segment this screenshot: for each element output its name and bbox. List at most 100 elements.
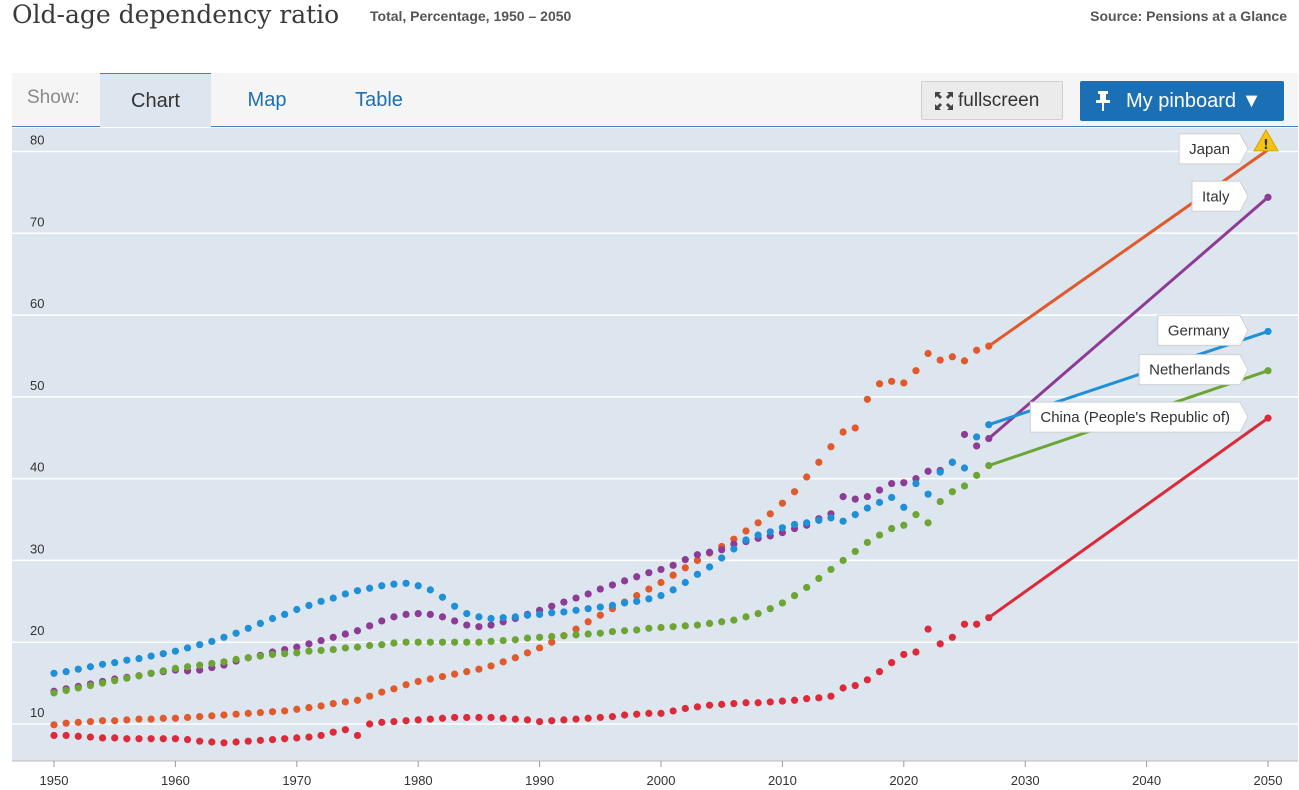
y-tick-label: 40 [30,460,44,475]
data-point [208,637,216,645]
data-point [487,621,495,629]
data-point [123,735,131,743]
series-japan [50,148,1269,729]
show-label: Show: [27,87,80,108]
data-point [815,574,823,583]
data-point [523,634,532,642]
tab-chart[interactable]: Chart [100,73,211,127]
data-point [548,609,556,617]
pinboard-button[interactable]: My pinboard ▼ [1080,81,1284,121]
data-point [754,531,762,539]
data-point [268,708,277,716]
pin-icon [1096,91,1110,111]
data-point [960,482,969,490]
data-point [196,713,204,721]
source-link[interactable]: Source: Pensions at a Glance [1090,8,1287,24]
x-tick-label: 1990 [525,773,554,788]
data-point [196,661,204,669]
data-point [718,554,726,562]
data-point [451,617,459,625]
data-point [815,516,823,524]
x-tick-label: 2040 [1132,773,1161,788]
data-point [718,546,726,554]
data-point [463,638,471,646]
data-point [560,598,568,606]
chart-area: 10 20 30 40 50 60 70 80 1950 1960 1970 1980 1990 2000… [12,128,1298,790]
data-point [378,641,386,649]
data-point [523,611,532,619]
data-point [220,739,228,747]
data-point [111,734,119,742]
fullscreen-button[interactable]: fullscreen [921,81,1063,120]
data-point [985,461,993,470]
data-point [232,738,240,746]
data-point [475,665,483,673]
data-point [111,659,119,667]
data-point [584,590,592,598]
data-point [973,471,981,479]
data-point [681,564,689,572]
data-point [499,714,507,722]
data-point [390,613,398,621]
data-point [281,610,289,619]
plot-background [12,128,1298,761]
data-point [572,715,580,723]
data-point [657,578,665,587]
data-point [705,701,714,709]
x-tick-label: 1960 [161,773,190,788]
data-point [402,610,410,619]
data-point [839,428,847,436]
data-point [863,538,871,547]
data-point [511,654,519,662]
data-point [572,625,580,633]
data-point [730,616,738,624]
data-point [827,443,835,451]
data-point [960,620,969,628]
data-point [912,511,920,519]
data-point [790,696,799,704]
data-point [353,731,362,740]
data-point [815,694,823,702]
data-point [256,619,264,628]
data-point [268,650,277,659]
y-tick-label: 10 [30,705,44,720]
data-point [378,617,386,625]
data-point [256,652,264,660]
data-point [803,583,811,592]
data-point [523,649,532,657]
data-point [220,633,228,641]
data-point [803,695,811,703]
data-point [657,623,665,632]
tab-map[interactable]: Map [247,89,287,111]
data-point [851,424,859,432]
data-point [669,623,677,631]
data-point [426,675,434,683]
data-point [329,594,337,602]
data-point [1264,367,1272,375]
data-point [463,609,471,618]
x-tick-label: 2030 [1011,773,1040,788]
data-point [366,720,374,728]
data-point [766,605,774,613]
data-point [390,717,398,726]
data-point [985,421,993,429]
data-point [633,626,641,634]
data-point [232,710,240,718]
data-point [147,669,155,677]
data-point [463,621,471,629]
x-tick-label: 2010 [768,773,797,788]
data-point [608,601,617,610]
tab-table[interactable]: Table [355,89,403,111]
data-point [948,488,956,496]
data-point [329,699,337,708]
svg-text:Italy: Italy [1202,188,1230,205]
data-point [973,620,981,628]
data-point [293,649,301,657]
x-tick-label: 2020 [889,773,918,788]
chart-subtitle: Total, Percentage, 1950 – 2050 [370,8,572,24]
data-point [341,698,349,706]
x-tick-label: 1980 [404,773,433,788]
data-point [487,713,495,722]
data-point [208,712,216,720]
data-point [183,735,192,744]
